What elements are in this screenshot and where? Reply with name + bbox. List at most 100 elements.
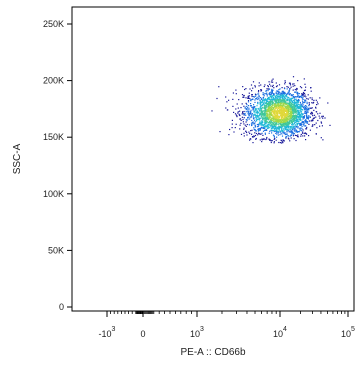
data-point <box>263 85 265 88</box>
data-point <box>272 81 274 83</box>
data-point <box>255 137 257 140</box>
data-point <box>290 113 292 115</box>
data-point <box>235 89 237 91</box>
data-point <box>282 110 285 112</box>
data-point <box>258 90 260 92</box>
data-point <box>232 92 234 94</box>
data-point <box>292 128 294 130</box>
data-point <box>304 94 306 96</box>
data-point <box>286 88 288 90</box>
data-point <box>253 127 255 129</box>
data-point <box>292 111 294 113</box>
data-point <box>269 107 271 109</box>
data-point <box>243 110 245 113</box>
data-point <box>277 130 280 133</box>
data-point <box>319 112 321 114</box>
data-point <box>263 127 265 129</box>
data-point <box>284 91 286 93</box>
data-point <box>305 114 308 116</box>
data-point <box>306 122 309 124</box>
data-point <box>282 107 284 109</box>
data-point <box>237 112 239 114</box>
data-point <box>261 98 263 100</box>
data-point <box>297 113 299 115</box>
data-point <box>278 115 281 117</box>
data-point <box>292 133 295 135</box>
data-point <box>293 115 295 117</box>
data-point <box>273 97 275 99</box>
data-point <box>248 116 250 118</box>
data-point <box>286 122 288 124</box>
data-point <box>270 120 273 122</box>
data-point <box>271 130 273 132</box>
data-point <box>297 112 299 114</box>
data-point <box>300 130 302 132</box>
data-point <box>283 99 285 101</box>
data-point <box>263 123 266 125</box>
data-point <box>284 126 286 128</box>
data-point <box>265 99 267 101</box>
data-point <box>284 124 286 126</box>
data-point <box>307 118 309 120</box>
data-point <box>270 97 272 99</box>
data-point <box>300 112 302 114</box>
data-point <box>271 102 273 104</box>
data-point <box>288 100 290 102</box>
data-point <box>255 138 257 140</box>
data-point <box>274 124 276 126</box>
data-point <box>272 114 274 116</box>
data-point <box>255 132 258 135</box>
data-point <box>313 109 315 111</box>
x-tick-label: 104 <box>273 326 287 339</box>
data-point <box>287 121 289 124</box>
data-point <box>260 108 262 110</box>
data-point <box>251 94 253 96</box>
data-point <box>278 92 280 94</box>
data-point <box>278 125 280 128</box>
data-point <box>274 104 276 106</box>
data-point <box>296 91 298 93</box>
data-point <box>274 103 276 105</box>
data-point <box>252 96 255 98</box>
data-point <box>267 86 269 88</box>
data-point <box>275 117 277 119</box>
data-point <box>263 121 265 123</box>
data-point <box>263 102 265 104</box>
data-point <box>286 100 288 102</box>
data-point <box>303 122 305 124</box>
data-point <box>285 116 287 118</box>
data-point <box>283 107 286 109</box>
data-point <box>311 113 313 115</box>
data-point <box>268 109 270 111</box>
data-point <box>277 106 279 108</box>
data-point <box>282 94 284 96</box>
data-point <box>239 118 242 120</box>
data-point <box>285 95 287 97</box>
data-point <box>306 106 308 108</box>
data-point <box>279 127 281 129</box>
data-point <box>274 128 276 130</box>
data-point <box>264 133 266 135</box>
data-point <box>313 99 315 101</box>
data-point <box>272 118 274 120</box>
data-point <box>257 101 259 103</box>
data-point <box>278 129 280 131</box>
data-point <box>286 95 288 97</box>
data-point <box>283 114 285 116</box>
data-point <box>280 105 282 107</box>
data-point <box>243 128 245 130</box>
data-point <box>290 99 292 101</box>
data-point <box>251 124 253 127</box>
data-point <box>274 100 276 102</box>
data-point <box>294 88 296 91</box>
data-point <box>251 106 253 109</box>
data-point <box>280 130 282 132</box>
data-point <box>296 119 298 121</box>
data-point <box>315 99 317 101</box>
data-point <box>294 103 296 105</box>
data-point <box>299 124 301 126</box>
data-point <box>287 102 289 104</box>
data-point <box>288 90 290 92</box>
data-point <box>306 121 308 123</box>
data-point <box>262 104 264 106</box>
